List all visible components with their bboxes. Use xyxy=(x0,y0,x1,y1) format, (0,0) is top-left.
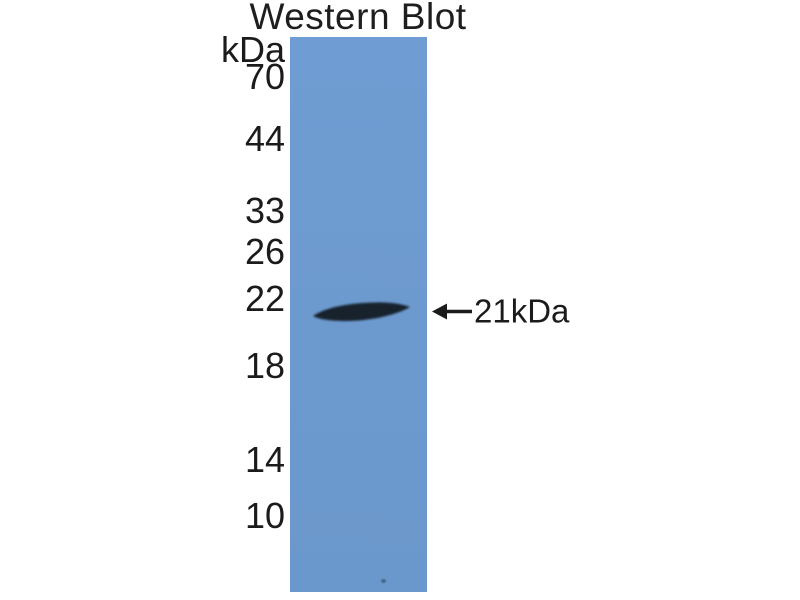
ladder-marker-18: 18 xyxy=(244,345,285,386)
ladder-marker-33: 33 xyxy=(244,190,285,231)
lane-speck xyxy=(381,579,386,583)
ladder-marker-14: 14 xyxy=(244,439,285,480)
band-annotation: 21kDa xyxy=(431,295,569,328)
band-annotation-label: 21kDa xyxy=(474,292,570,330)
kda-unit-label: kDa xyxy=(220,29,285,70)
protein-band xyxy=(313,302,410,321)
ladder-marker-10: 10 xyxy=(244,495,285,536)
ladder-marker-44: 44 xyxy=(244,118,285,159)
left-arrow-icon xyxy=(432,303,472,319)
figure-title: Western Blot xyxy=(249,0,467,37)
ladder-marker-22: 22 xyxy=(244,278,285,319)
ladder-marker-70: 70 xyxy=(244,56,285,97)
ladder-marker-26: 26 xyxy=(244,231,285,272)
